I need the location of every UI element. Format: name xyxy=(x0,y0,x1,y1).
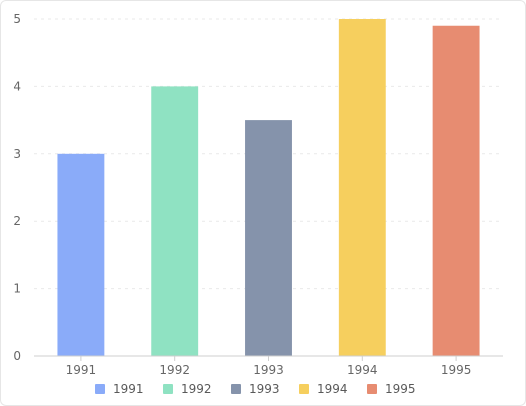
legend-swatch xyxy=(95,384,105,394)
legend-label: 1992 xyxy=(181,382,212,396)
bar[interactable] xyxy=(245,120,292,356)
x-tick-label: 1992 xyxy=(159,363,190,377)
legend[interactable]: 1991 1992 1993 1994 1995 xyxy=(95,382,416,396)
legend-label: 1993 xyxy=(249,382,280,396)
legend-item[interactable]: 1991 xyxy=(95,382,144,396)
y-tick-label: 3 xyxy=(13,147,21,161)
y-tick-label: 5 xyxy=(13,12,21,26)
gridlines xyxy=(34,18,503,290)
x-tick-label: 1995 xyxy=(441,363,472,377)
bar[interactable] xyxy=(338,19,386,356)
legend-item[interactable]: 1994 xyxy=(299,382,348,396)
legend-item[interactable]: 1993 xyxy=(231,382,280,396)
y-tick-label: 2 xyxy=(13,214,21,228)
legend-item[interactable]: 1992 xyxy=(163,382,212,396)
legend-swatch xyxy=(163,384,173,394)
y-tick-label: 0 xyxy=(13,349,21,363)
bar[interactable] xyxy=(57,153,105,356)
y-axis: 0 1 2 3 4 5 xyxy=(13,12,21,363)
x-tick-label: 1994 xyxy=(347,363,378,377)
bars xyxy=(57,19,480,357)
y-tick-label: 1 xyxy=(13,282,21,296)
y-tick-label: 4 xyxy=(13,79,21,93)
legend-swatch xyxy=(231,384,241,394)
x-axis: 1991 1992 1993 1994 1995 xyxy=(34,355,503,377)
legend-label: 1991 xyxy=(113,382,144,396)
legend-label: 1994 xyxy=(317,382,348,396)
bar[interactable] xyxy=(151,86,199,357)
legend-swatch xyxy=(299,384,309,394)
x-tick-label: 1991 xyxy=(66,363,97,377)
legend-swatch xyxy=(367,384,377,394)
legend-item[interactable]: 1995 xyxy=(367,382,416,396)
x-tick-label: 1993 xyxy=(253,363,284,377)
bar[interactable] xyxy=(432,25,480,357)
legend-label: 1995 xyxy=(385,382,416,396)
